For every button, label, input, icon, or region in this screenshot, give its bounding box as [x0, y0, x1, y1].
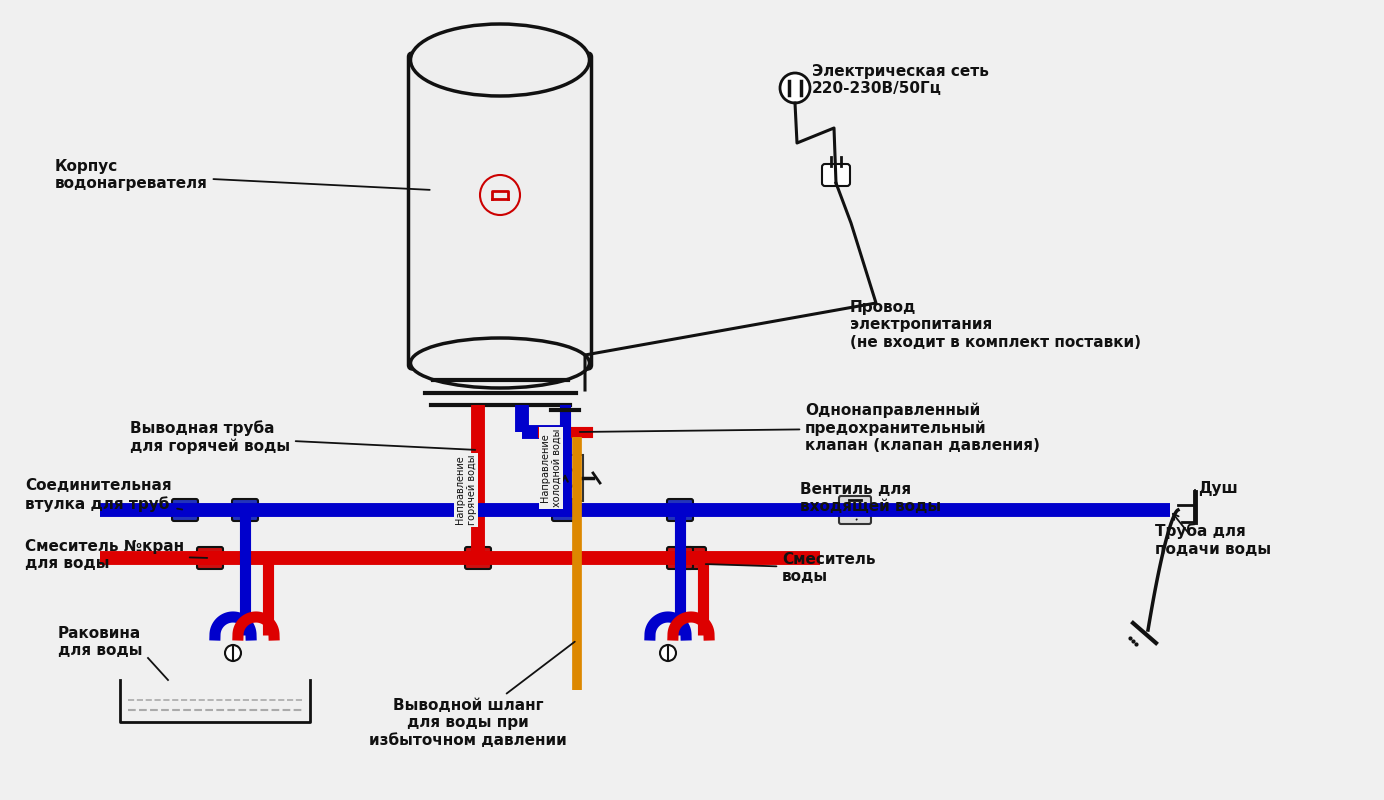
Circle shape [554, 467, 576, 489]
FancyBboxPatch shape [197, 547, 223, 569]
Text: Соединительная
втулка для труб: Соединительная втулка для труб [25, 478, 183, 512]
Text: Выводной шланг
для воды при
избыточном давлении: Выводной шланг для воды при избыточном д… [370, 642, 574, 748]
Circle shape [660, 645, 675, 661]
FancyBboxPatch shape [547, 455, 583, 501]
Circle shape [480, 175, 520, 215]
FancyBboxPatch shape [408, 53, 591, 369]
Text: Смеситель
воды: Смеситель воды [706, 552, 876, 584]
FancyBboxPatch shape [552, 499, 579, 521]
Text: Электрическая сеть
220-230В/50Гц: Электрическая сеть 220-230В/50Гц [812, 64, 990, 96]
Text: Корпус
водонагревателя: Корпус водонагревателя [55, 158, 429, 191]
FancyBboxPatch shape [822, 164, 850, 186]
Text: Труба для
подачи воды: Труба для подачи воды [1156, 523, 1271, 557]
Text: Раковина
для воды: Раковина для воды [58, 626, 143, 658]
FancyBboxPatch shape [172, 499, 198, 521]
Ellipse shape [411, 338, 590, 388]
FancyBboxPatch shape [841, 499, 868, 521]
FancyBboxPatch shape [680, 547, 706, 569]
Text: Однонаправленный
предохранительный
клапан (клапан давления): Однонаправленный предохранительный клапа… [580, 402, 1039, 454]
FancyBboxPatch shape [667, 547, 693, 569]
FancyBboxPatch shape [839, 496, 871, 524]
Text: Выводная труба
для горячей воды: Выводная труба для горячей воды [130, 420, 475, 454]
FancyBboxPatch shape [667, 499, 693, 521]
Circle shape [781, 73, 810, 103]
FancyBboxPatch shape [465, 547, 491, 569]
Text: Направление
холодной воды: Направление холодной воды [540, 429, 562, 507]
Text: Душ: Душ [1199, 481, 1237, 495]
Text: Провод
электропитания
(не входит в комплект поставки): Провод электропитания (не входит в компл… [850, 300, 1140, 350]
Circle shape [226, 645, 241, 661]
Ellipse shape [411, 24, 590, 96]
Text: Направление
горячей воды: Направление горячей воды [455, 454, 477, 526]
FancyBboxPatch shape [233, 499, 257, 521]
Text: Смеситель №кран
для воды: Смеситель №кран для воды [25, 539, 208, 571]
Text: Вентиль для
входящей воды: Вентиль для входящей воды [800, 482, 941, 520]
